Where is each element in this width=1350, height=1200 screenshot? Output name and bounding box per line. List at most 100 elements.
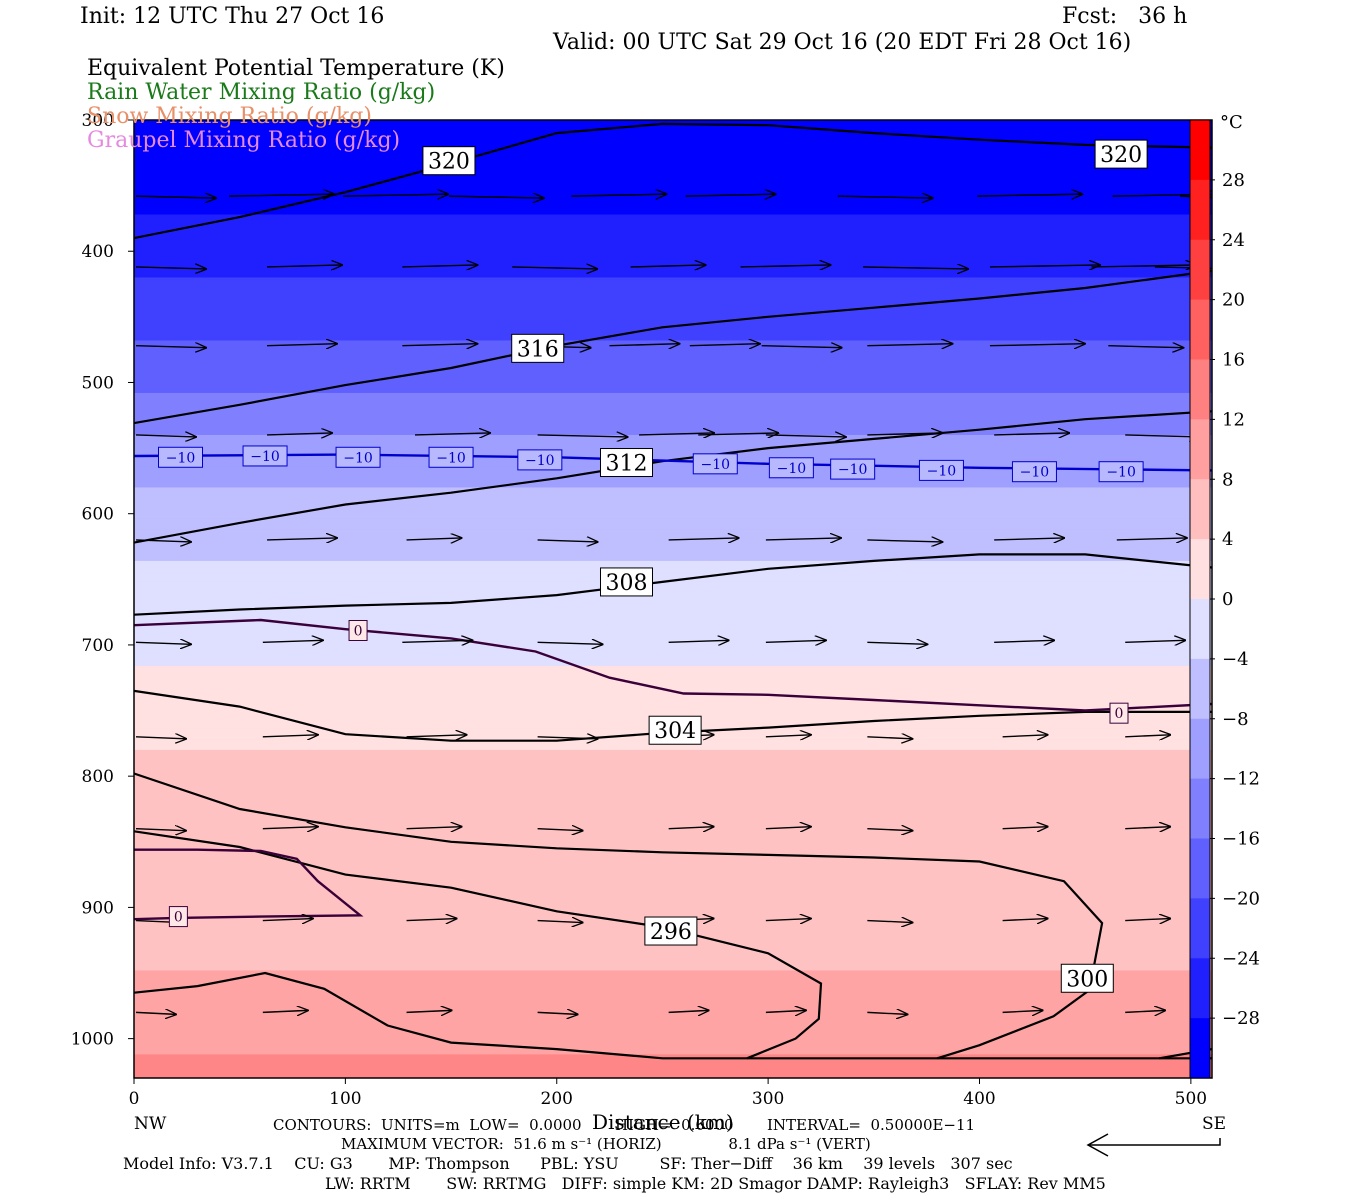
svg-text:−10: −10 <box>525 453 555 469</box>
wind-vector <box>135 1012 176 1014</box>
colorbar-swatch <box>1190 658 1210 720</box>
temperature-fill-band <box>134 308 1212 321</box>
temperature-contour <box>134 848 364 921</box>
temperature-fill-band <box>134 413 1212 426</box>
wind-vector <box>867 737 912 739</box>
wind-vector <box>867 1012 907 1014</box>
colorbar-label: 16 <box>1222 350 1245 371</box>
svg-text:−10: −10 <box>1106 465 1136 481</box>
wind-vector <box>837 196 933 198</box>
theta-e-contour-label: 320 <box>422 146 476 176</box>
temperature-fill-band <box>134 487 1212 499</box>
wind-vector <box>765 435 846 437</box>
colorbar-label: 0 <box>1222 589 1233 610</box>
temperature-fill-band <box>134 518 1212 531</box>
wind-vector <box>1125 1010 1165 1012</box>
temperature-fill-band <box>134 497 1212 510</box>
y-tick-label: 1000 <box>71 1030 114 1050</box>
colorbar-label: −4 <box>1222 649 1249 670</box>
svg-text:320: 320 <box>1100 143 1142 168</box>
y-tick-label: 700 <box>82 636 114 656</box>
svg-text:0: 0 <box>174 910 183 926</box>
wind-vector <box>1116 538 1187 540</box>
wind-vector <box>1125 919 1170 921</box>
theta-e-contour-label: 304 <box>648 715 702 745</box>
temperature-fill-band <box>134 287 1212 300</box>
wind-vector <box>537 737 598 739</box>
temperature-fill-band <box>134 140 1212 153</box>
temperature-fill-band <box>134 896 1212 908</box>
wind-vector <box>262 1010 308 1012</box>
temperature-fill-band <box>134 1064 1212 1076</box>
temperature-fill-band <box>134 193 1212 205</box>
temperature-fill-band <box>134 739 1212 751</box>
temperature-contour <box>134 618 1212 712</box>
temperature-fill-band <box>134 854 1212 867</box>
temperature-fill-band <box>134 161 1212 174</box>
wind-vector <box>668 1010 709 1012</box>
theta-e-contour-label: 308 <box>599 567 653 597</box>
model-info-line-1: Model Info: V3.7.1 CU: G3 MP: Thompson P… <box>123 1154 1013 1173</box>
wind-vector <box>765 827 811 829</box>
temperature-contour-label: −10 <box>830 458 876 480</box>
wind-vector <box>989 344 1085 346</box>
temperature-fill-band <box>134 655 1212 667</box>
temperature-fill-band <box>134 623 1212 636</box>
temperature-fill-band <box>134 151 1212 163</box>
valid-time: Valid: 00 UTC Sat 29 Oct 16 (20 EDT Fri … <box>553 30 1132 55</box>
wind-vector <box>867 433 942 435</box>
wind-vector <box>402 640 472 642</box>
x-tick-label: 500 <box>1175 1089 1207 1109</box>
wind-vector <box>867 642 927 644</box>
x-tick-label: 400 <box>963 1089 995 1109</box>
colorbar-swatch <box>1190 838 1210 899</box>
x-axis-label: Distance (km) <box>592 1110 734 1134</box>
temperature-contour-label: −10 <box>517 449 563 471</box>
wind-vector <box>1125 735 1170 737</box>
colorbar-label: 20 <box>1222 290 1245 311</box>
y-tick-label: 900 <box>82 898 114 918</box>
temperature-fill-band <box>134 445 1212 457</box>
wind-vector <box>262 735 318 737</box>
wind-vector <box>761 346 842 348</box>
wind-vector <box>630 265 706 267</box>
wind-vector <box>863 267 968 269</box>
temperature-fill-band <box>134 329 1212 342</box>
temperature-fill-band <box>134 371 1212 384</box>
wind-vector <box>262 919 313 921</box>
wind-vector <box>135 737 186 739</box>
temperature-fill-band <box>134 508 1212 520</box>
wind-vector <box>343 194 448 196</box>
temperature-fill-band <box>134 1054 1212 1066</box>
temperature-fill-band <box>134 791 1212 804</box>
wind-vector <box>406 919 457 921</box>
temperature-fill-band <box>134 980 1212 992</box>
colorbar-label: −12 <box>1222 769 1260 790</box>
colorbar-swatch <box>1190 539 1210 600</box>
x-tick-label: 300 <box>752 1089 784 1109</box>
wind-vector <box>135 196 216 198</box>
colorbar-swatch <box>1190 419 1210 480</box>
temperature-fill-band <box>134 959 1212 971</box>
colorbar-swatch <box>1190 299 1210 360</box>
temperature-fill-band <box>134 844 1212 856</box>
legend-entry: Snow Mixing Ratio (g/kg) <box>87 104 372 129</box>
temperature-fill-band <box>134 1033 1212 1045</box>
temperature-fill-band <box>134 665 1212 678</box>
colorbar-swatch <box>1190 479 1210 540</box>
temperature-fill-band <box>134 130 1212 142</box>
temperature-contour-label: −10 <box>918 459 964 481</box>
wind-vector <box>448 196 544 198</box>
temperature-fill-band <box>134 749 1212 762</box>
temperature-fill-band <box>134 781 1212 793</box>
temperature-fill-band <box>134 539 1212 552</box>
temperature-fill-band <box>134 392 1212 405</box>
svg-text:296: 296 <box>650 920 692 945</box>
contours-info: CONTOURS: UNITS=m LOW= 0.0000 HIGH= 0.00… <box>273 1116 976 1134</box>
temperature-fill-band <box>134 277 1212 289</box>
temperature-fill-band <box>134 182 1212 195</box>
temperature-fill-band <box>134 865 1212 877</box>
svg-text:−10: −10 <box>166 450 196 466</box>
temperature-fill-band <box>134 256 1212 268</box>
